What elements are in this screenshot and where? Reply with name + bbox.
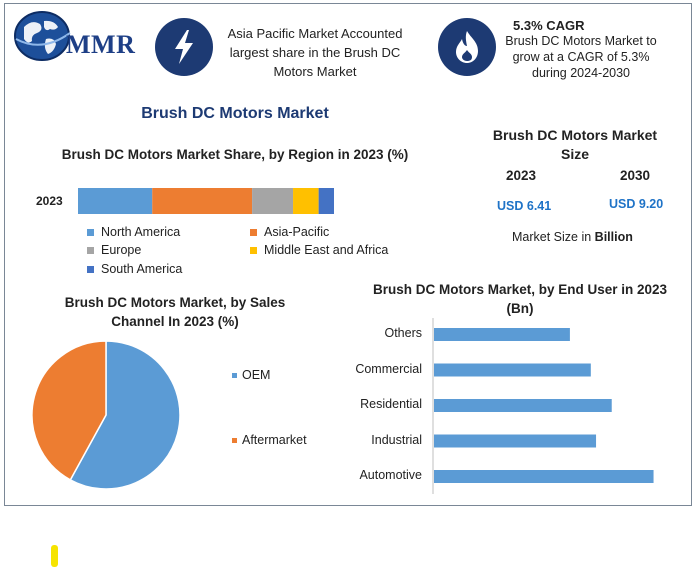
sales-channel-pie xyxy=(31,340,181,490)
globe-logo-icon xyxy=(14,11,71,61)
end-user-bar-residential xyxy=(434,399,612,412)
info-line: Asia Pacific Market Accounted xyxy=(227,26,403,41)
lightning-badge xyxy=(155,18,213,76)
brand-name: MMR xyxy=(66,30,136,59)
yellow-marker xyxy=(51,545,58,567)
region-bar-segment-middle-east-and-africa xyxy=(293,188,319,214)
legend-label: Asia-Pacific xyxy=(264,225,330,239)
end-user-category-label: Industrial xyxy=(371,432,422,447)
pie-legend-item: Aftermarket xyxy=(232,433,307,447)
info-line: Motors Market xyxy=(273,64,357,79)
end-user-bar-automotive xyxy=(434,470,654,483)
main-title: Brush DC Motors Market xyxy=(141,105,329,122)
legend-label: OEM xyxy=(242,368,271,382)
market-size-title-line: Size xyxy=(560,146,589,162)
flame-badge xyxy=(438,18,496,76)
end-user-chart-title: Brush DC Motors Market, by End User in 2… xyxy=(372,282,668,316)
end-user-bar-chart xyxy=(432,318,654,494)
legend-label: South America xyxy=(101,262,183,276)
pie-slice-aftermarket xyxy=(31,340,107,481)
caption-unit: Billion xyxy=(594,230,633,244)
region-stacked-bar xyxy=(78,188,334,214)
info-line: during 2024-2030 xyxy=(532,66,630,80)
info-line: largest share in the Brush DC xyxy=(229,45,401,60)
region-bar-segment-north-america xyxy=(78,188,153,214)
legend-item: Asia-Pacific xyxy=(250,225,329,239)
legend-swatch xyxy=(232,372,237,378)
end-user-bar-industrial xyxy=(434,434,597,448)
end-user-category-label: Commercial xyxy=(355,361,422,376)
sales-channel-chart-title: Brush DC Motors Market, by Sales Channel… xyxy=(64,295,286,329)
market-size-caption: Market Size in Billion xyxy=(512,230,633,244)
lightning-bolt-icon xyxy=(175,30,193,64)
legend-item: North America xyxy=(87,225,180,239)
legend-item: Middle East and Africa xyxy=(250,243,388,257)
legend-label: Middle East and Africa xyxy=(264,243,389,257)
end-user-category-label: Others xyxy=(384,326,422,340)
region-bar-segment-south-america xyxy=(318,188,334,214)
info-line: grow at a CAGR of 5.3% xyxy=(512,50,650,64)
legend-swatch xyxy=(250,246,257,254)
value-2023: USD 6.41 xyxy=(497,199,552,213)
end-user-bar-others xyxy=(434,328,570,341)
info-cagr: Brush DC Motors Market to grow at a CAGR… xyxy=(496,33,666,81)
legend-label: North America xyxy=(101,225,181,239)
region-bar-segment-asia-pacific xyxy=(152,188,253,214)
value-2030: USD 9.20 xyxy=(609,197,664,211)
end-user-category-label: Automotive xyxy=(359,468,422,482)
info-asia-pacific: Asia Pacific Market Accounted largest sh… xyxy=(215,24,415,81)
end-user-category-label: Residential xyxy=(360,397,422,411)
legend-swatch xyxy=(232,437,237,443)
region-bar-segment-europe xyxy=(252,188,294,214)
legend-swatch xyxy=(250,228,257,236)
market-size-title-line: Brush DC Motors Market xyxy=(492,127,658,143)
legend-item: South America xyxy=(87,262,182,276)
caption-prefix: Market Size in xyxy=(512,230,595,244)
region-bar-category: 2023 xyxy=(36,194,63,208)
year-2030: 2030 xyxy=(620,168,651,183)
info-line: Brush DC Motors Market to xyxy=(505,34,657,48)
legend-swatch xyxy=(87,265,94,273)
end-user-bar-commercial xyxy=(434,363,591,377)
year-2023: 2023 xyxy=(506,168,537,183)
pie-legend-item: OEM xyxy=(232,368,270,382)
legend-label: Europe xyxy=(101,243,142,257)
region-chart-title: Brush DC Motors Market Share, by Region … xyxy=(61,147,409,162)
legend-label: Aftermarket xyxy=(242,433,307,447)
legend-swatch xyxy=(87,228,94,236)
pie-slice-oem xyxy=(69,340,181,490)
flame-icon xyxy=(456,31,478,63)
cagr-title: 5.3% CAGR xyxy=(513,18,585,33)
legend-item: Europe xyxy=(87,243,141,257)
market-size-title: Brush DC Motors Market Size xyxy=(470,126,680,164)
legend-swatch xyxy=(87,246,94,254)
